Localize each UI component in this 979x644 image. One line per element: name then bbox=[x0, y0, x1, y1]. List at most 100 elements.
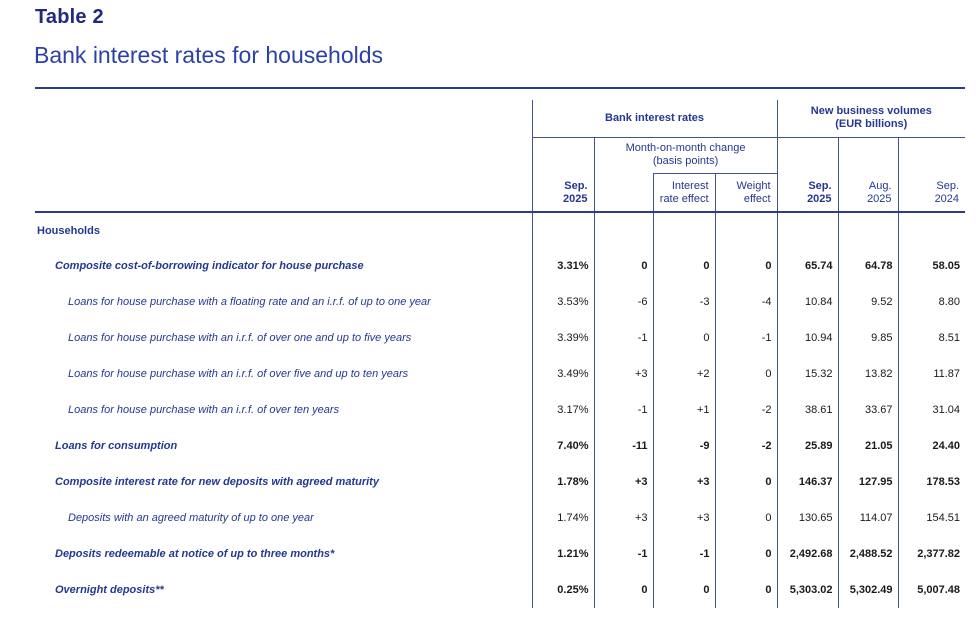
header-spacer bbox=[776, 137, 839, 173]
column-header-volume-aug-2025: Aug. 2025 bbox=[837, 173, 899, 213]
cell-rate-sep-2025: 3.31% bbox=[531, 248, 594, 284]
cell-mom-change: +3 bbox=[593, 500, 653, 536]
cell-volume-sep-2025: 25.89 bbox=[776, 428, 839, 464]
cell-volume-sep-2025: 2,492.68 bbox=[776, 536, 839, 572]
cell-mom-change: -6 bbox=[593, 284, 653, 320]
row-label: Composite interest rate for new deposits… bbox=[35, 464, 533, 500]
cell-volume-sep-2024: 2,377.82 bbox=[897, 536, 966, 572]
cell-volume-sep-2025: 130.65 bbox=[776, 500, 839, 536]
cell-volume-sep-2024: 58.05 bbox=[897, 248, 966, 284]
row-label: Loans for house purchase with an i.r.f. … bbox=[35, 320, 533, 356]
table-row: Loans for consumption 7.40% -11 -9 -2 25.89 21… bbox=[35, 428, 966, 464]
table-row: Loans for house purchase with an i.r.f. … bbox=[35, 320, 966, 356]
cell-interest-rate-effect: -9 bbox=[652, 428, 715, 464]
cell-volume-aug-2025: 2,488.52 bbox=[837, 536, 899, 572]
empty-cell bbox=[652, 212, 715, 248]
empty-cell bbox=[837, 212, 899, 248]
header-spacer bbox=[532, 137, 594, 173]
cell-volume-aug-2025: 9.85 bbox=[837, 320, 899, 356]
cell-volume-aug-2025: 5,302.49 bbox=[837, 572, 899, 608]
cell-interest-rate-effect: -3 bbox=[652, 284, 715, 320]
cell-volume-sep-2024: 154.51 bbox=[897, 500, 966, 536]
cell-rate-sep-2025: 0.25% bbox=[531, 572, 594, 608]
column-header-weight-effect: Weight effect bbox=[714, 172, 778, 213]
cell-interest-rate-effect: +3 bbox=[652, 500, 715, 536]
cell-weight-effect: -2 bbox=[714, 392, 778, 428]
subgroup-header-row: Month-on-month change (basis points) bbox=[35, 137, 966, 173]
cell-mom-change: -1 bbox=[593, 320, 653, 356]
cell-weight-effect: 0 bbox=[714, 248, 778, 284]
cell-mom-change: -11 bbox=[593, 428, 653, 464]
cell-rate-sep-2025: 3.17% bbox=[531, 392, 594, 428]
cell-volume-sep-2024: 8.80 bbox=[897, 284, 966, 320]
column-header-volume-sep-2024: Sep. 2024 bbox=[897, 173, 966, 213]
cell-rate-sep-2025: 1.74% bbox=[531, 500, 594, 536]
cell-mom-change: 0 bbox=[593, 248, 653, 284]
group-header-new-business-volumes: New business volumes (EUR billions) bbox=[776, 100, 966, 138]
cell-mom-change: -1 bbox=[593, 536, 653, 572]
cell-weight-effect: 0 bbox=[714, 500, 778, 536]
header-spacer bbox=[35, 100, 533, 137]
cell-interest-rate-effect: -1 bbox=[652, 536, 715, 572]
cell-weight-effect: -1 bbox=[714, 320, 778, 356]
row-label: Composite cost-of-borrowing indicator fo… bbox=[35, 248, 533, 284]
cell-volume-aug-2025: 33.67 bbox=[837, 392, 899, 428]
table-row: Composite cost-of-borrowing indicator fo… bbox=[35, 248, 966, 284]
column-header-volume-sep-2025: Sep. 2025 bbox=[776, 173, 839, 213]
group-header-row: Bank interest rates New business volumes… bbox=[35, 100, 966, 138]
header-spacer bbox=[837, 137, 899, 173]
row-label: Loans for house purchase with an i.r.f. … bbox=[35, 356, 533, 392]
cell-volume-sep-2024: 11.87 bbox=[897, 356, 966, 392]
table-row: Deposits with an agreed maturity of up t… bbox=[35, 500, 966, 536]
cell-volume-aug-2025: 64.78 bbox=[837, 248, 899, 284]
cell-volume-sep-2025: 65.74 bbox=[776, 248, 839, 284]
cell-weight-effect: 0 bbox=[714, 572, 778, 608]
header-spacer bbox=[35, 173, 533, 213]
page-subtitle: Bank interest rates for households bbox=[34, 42, 384, 68]
title-divider bbox=[35, 87, 965, 89]
cell-rate-sep-2025: 1.78% bbox=[531, 464, 594, 500]
cell-mom-change: 0 bbox=[593, 572, 653, 608]
cell-rate-sep-2025: 3.49% bbox=[531, 356, 594, 392]
cell-volume-aug-2025: 21.05 bbox=[837, 428, 899, 464]
row-label: Loans for house purchase with a floating… bbox=[35, 284, 533, 320]
group-header-bank-interest-rates: Bank interest rates bbox=[532, 100, 778, 138]
bank-interest-rates-table: Bank interest rates New business volumes… bbox=[35, 100, 966, 608]
cell-mom-change: -1 bbox=[593, 392, 653, 428]
row-label: Overnight deposits** bbox=[35, 572, 533, 608]
cell-volume-sep-2025: 10.84 bbox=[776, 284, 839, 320]
cell-weight-effect: 0 bbox=[714, 356, 778, 392]
cell-volume-aug-2025: 9.52 bbox=[837, 284, 899, 320]
empty-cell bbox=[776, 212, 839, 248]
cell-volume-sep-2024: 178.53 bbox=[897, 464, 966, 500]
cell-mom-change: +3 bbox=[593, 464, 653, 500]
cell-volume-aug-2025: 114.07 bbox=[837, 500, 899, 536]
section-label: Households bbox=[35, 212, 533, 248]
cell-rate-sep-2025: 3.53% bbox=[531, 284, 594, 320]
cell-rate-sep-2025: 3.39% bbox=[531, 320, 594, 356]
cell-volume-sep-2024: 5,007.48 bbox=[897, 572, 966, 608]
table-row: Overnight deposits** 0.25% 0 0 0 5,303.02 5,30… bbox=[35, 572, 966, 608]
page-title: Table 2 bbox=[35, 6, 104, 28]
header-spacer bbox=[897, 137, 966, 173]
cell-volume-aug-2025: 13.82 bbox=[837, 356, 899, 392]
cell-interest-rate-effect: +2 bbox=[652, 356, 715, 392]
cell-weight-effect: 0 bbox=[714, 464, 778, 500]
cell-volume-sep-2024: 31.04 bbox=[897, 392, 966, 428]
cell-rate-sep-2025: 7.40% bbox=[531, 428, 594, 464]
cell-interest-rate-effect: +3 bbox=[652, 464, 715, 500]
empty-cell bbox=[714, 212, 778, 248]
cell-rate-sep-2025: 1.21% bbox=[531, 536, 594, 572]
subgroup-header-mom-change: Month-on-month change (basis points) bbox=[593, 137, 778, 173]
cell-volume-sep-2025: 146.37 bbox=[776, 464, 839, 500]
empty-cell bbox=[531, 212, 594, 248]
table-row: Loans for house purchase with a floating… bbox=[35, 284, 966, 320]
column-header-mom-change bbox=[593, 173, 653, 213]
cell-volume-sep-2025: 5,303.02 bbox=[776, 572, 839, 608]
cell-volume-sep-2024: 24.40 bbox=[897, 428, 966, 464]
header-spacer bbox=[35, 137, 533, 173]
cell-weight-effect: -2 bbox=[714, 428, 778, 464]
table-row: Deposits redeemable at notice of up to t… bbox=[35, 536, 966, 572]
cell-interest-rate-effect: 0 bbox=[652, 572, 715, 608]
